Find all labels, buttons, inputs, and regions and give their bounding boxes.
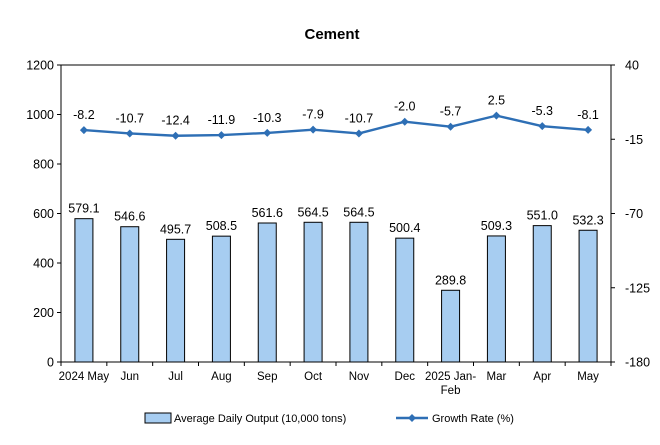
bar-value-label: 509.3 (481, 219, 512, 233)
y-left-tick-label: 400 (33, 257, 54, 271)
bar (395, 237, 415, 363)
x-tick-label: Aug (211, 371, 231, 383)
bar (532, 225, 552, 363)
y-left-tick-label: 800 (33, 158, 54, 172)
y-left-tick-label: 1000 (26, 108, 54, 122)
x-tick-label: Jul (168, 371, 183, 383)
growth-rate-label: -10.7 (116, 111, 145, 125)
bar-value-label: 579.1 (68, 202, 99, 216)
bars-layer (74, 218, 598, 363)
x-tick-label: Nov (349, 371, 370, 383)
growth-rate-label: -5.7 (440, 105, 462, 119)
legend-swatch-output (144, 412, 172, 424)
y-right-tick-label: -15 (625, 133, 643, 147)
bar-value-label: 532.3 (572, 213, 603, 227)
bar-value-label: 564.5 (343, 205, 374, 219)
bar (303, 221, 323, 363)
bar-value-label: 564.5 (297, 205, 328, 219)
x-tick-label: Mar (487, 371, 507, 383)
x-tick-label: Oct (304, 371, 323, 383)
growth-rate-label: 2.5 (488, 94, 505, 108)
bar-value-label: 508.5 (206, 219, 237, 233)
labels-layer: 579.1 546.6 495.7 508.5 561.6 564.5 564.5 500.4… (68, 94, 603, 288)
growth-rate-label: -11.9 (208, 113, 236, 127)
bar (120, 226, 140, 363)
x-tick-label: Dec (395, 371, 416, 383)
axes-layer: 0 200 400 600 800 1000 1200 -180 -125 -70 -15 40 202… (26, 59, 650, 398)
growth-rate-point (217, 131, 226, 140)
x-tick-label: 2025 Jan- (425, 371, 476, 383)
chart-title: Cement (304, 26, 359, 43)
bar-value-label: 561.6 (252, 206, 283, 220)
bar (486, 235, 506, 363)
y-right-tick-label: -70 (625, 207, 643, 221)
bar (166, 238, 186, 363)
x-tick-label: Jun (120, 371, 139, 383)
bar (211, 235, 231, 363)
growth-rate-label: -8.2 (73, 108, 95, 122)
growth-rate-label: -7.9 (302, 108, 324, 122)
y-left-tick-label: 200 (33, 306, 54, 320)
growth-rate-point (354, 129, 363, 138)
x-tick-label: Sep (257, 371, 277, 383)
y-right-tick-label: -180 (625, 356, 650, 370)
bar-value-label: 551.0 (527, 209, 558, 223)
bar (441, 289, 461, 363)
legend-marker-growth (408, 414, 416, 422)
y-left-tick-label: 600 (33, 207, 54, 221)
bar-value-label: 289.8 (435, 273, 466, 287)
growth-rate-point (400, 117, 409, 126)
growth-rate-point (79, 126, 88, 135)
growth-rate-label: -10.3 (253, 111, 282, 125)
growth-rate-label: -12.4 (161, 114, 190, 128)
growth-rate-line (83, 114, 589, 137)
growth-rate-point (492, 111, 501, 120)
y-left-tick-label: 0 (47, 356, 54, 370)
y-right-tick-label: 40 (625, 59, 639, 73)
x-tick-label: Feb (441, 385, 461, 397)
legend-label-output: Average Daily Output (10,000 tons) (174, 413, 346, 425)
growth-rate-point (125, 129, 134, 138)
y-left-tick-label: 1200 (26, 59, 54, 73)
bar-value-label: 500.4 (389, 221, 420, 235)
line-layer (79, 111, 593, 140)
legend: Average Daily Output (10,000 tons) Growth… (144, 412, 514, 425)
y-right-tick-label: -125 (625, 281, 650, 295)
bar (578, 229, 598, 363)
x-tick-label: Apr (533, 371, 551, 383)
bar (349, 221, 369, 363)
legend-label-growth: Growth Rate (%) (432, 413, 514, 425)
growth-rate-point (446, 122, 455, 131)
growth-rate-point (584, 125, 593, 134)
bar (257, 222, 277, 363)
bar (74, 218, 94, 363)
bar-value-label: 546.6 (114, 210, 145, 224)
growth-rate-label: -10.7 (345, 111, 374, 125)
growth-rate-point (309, 125, 318, 134)
growth-rate-point (171, 131, 180, 140)
bar-value-label: 495.7 (160, 222, 191, 236)
growth-rate-point (538, 122, 547, 131)
growth-rate-label: -2.0 (394, 100, 416, 114)
growth-rate-label: -5.3 (531, 104, 553, 118)
x-tick-label: May (577, 371, 599, 383)
growth-rate-point (263, 128, 272, 137)
growth-rate-label: -8.1 (577, 108, 599, 122)
x-tick-label: 2024 May (59, 371, 110, 383)
